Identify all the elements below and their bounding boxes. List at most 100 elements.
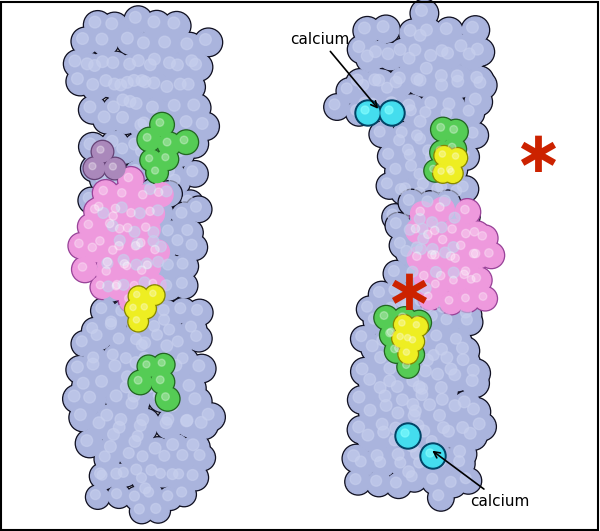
Circle shape — [355, 100, 381, 126]
Circle shape — [463, 48, 475, 60]
Circle shape — [451, 337, 479, 365]
Circle shape — [356, 331, 367, 341]
Circle shape — [97, 281, 104, 289]
Circle shape — [183, 162, 207, 186]
Circle shape — [124, 6, 152, 35]
Circle shape — [447, 148, 467, 168]
Circle shape — [395, 179, 419, 203]
Circle shape — [181, 38, 193, 49]
Circle shape — [431, 449, 443, 461]
Circle shape — [122, 32, 133, 44]
Circle shape — [394, 347, 422, 376]
Circle shape — [113, 463, 138, 487]
Circle shape — [421, 431, 448, 457]
Circle shape — [163, 94, 191, 123]
Circle shape — [467, 127, 478, 138]
Circle shape — [122, 371, 133, 382]
Circle shape — [460, 101, 484, 125]
Circle shape — [353, 74, 379, 101]
Circle shape — [464, 221, 490, 247]
Circle shape — [355, 456, 366, 467]
Circle shape — [169, 332, 193, 356]
Circle shape — [106, 386, 132, 412]
Circle shape — [176, 112, 202, 138]
Circle shape — [132, 71, 158, 97]
Circle shape — [391, 381, 403, 392]
Circle shape — [399, 345, 417, 363]
Circle shape — [369, 346, 398, 375]
Circle shape — [143, 315, 170, 342]
Circle shape — [92, 299, 116, 323]
Circle shape — [471, 72, 482, 83]
Circle shape — [160, 320, 184, 344]
Circle shape — [474, 288, 496, 310]
Circle shape — [389, 232, 416, 259]
Circle shape — [368, 70, 395, 96]
Circle shape — [463, 123, 487, 147]
Circle shape — [437, 420, 466, 448]
Circle shape — [118, 288, 143, 313]
Circle shape — [87, 358, 99, 370]
Circle shape — [456, 224, 480, 248]
Circle shape — [100, 75, 112, 87]
Circle shape — [143, 230, 169, 257]
Circle shape — [140, 184, 164, 209]
Circle shape — [351, 105, 362, 116]
Circle shape — [443, 394, 472, 423]
Circle shape — [470, 72, 496, 98]
Circle shape — [158, 486, 182, 510]
Circle shape — [430, 64, 458, 93]
Circle shape — [126, 254, 152, 280]
Circle shape — [394, 44, 406, 55]
Circle shape — [404, 335, 411, 341]
Circle shape — [124, 430, 152, 459]
Circle shape — [385, 472, 412, 499]
Circle shape — [455, 40, 467, 52]
Circle shape — [104, 198, 131, 224]
Circle shape — [127, 49, 155, 78]
Circle shape — [437, 422, 449, 433]
Circle shape — [124, 134, 151, 160]
Circle shape — [160, 417, 172, 429]
Text: calcium: calcium — [434, 452, 530, 509]
Circle shape — [139, 356, 158, 376]
Circle shape — [403, 349, 410, 355]
Circle shape — [97, 251, 123, 278]
Circle shape — [400, 220, 424, 244]
Circle shape — [131, 302, 155, 326]
Circle shape — [442, 137, 467, 161]
Circle shape — [113, 280, 121, 289]
Circle shape — [113, 176, 137, 200]
Circle shape — [383, 205, 407, 229]
Circle shape — [130, 372, 151, 393]
Circle shape — [84, 138, 96, 150]
Circle shape — [139, 152, 166, 178]
Circle shape — [118, 53, 147, 81]
Circle shape — [144, 73, 170, 99]
Circle shape — [478, 232, 487, 240]
Circle shape — [443, 219, 467, 243]
Circle shape — [422, 432, 446, 456]
Circle shape — [425, 245, 449, 269]
Circle shape — [417, 224, 428, 234]
Circle shape — [461, 314, 472, 325]
Circle shape — [154, 188, 163, 196]
Circle shape — [397, 139, 424, 166]
Circle shape — [444, 238, 468, 262]
Circle shape — [87, 326, 111, 349]
Circle shape — [130, 281, 138, 289]
Circle shape — [145, 354, 172, 380]
Circle shape — [441, 473, 465, 496]
Circle shape — [403, 362, 410, 369]
Circle shape — [404, 331, 425, 352]
Circle shape — [421, 283, 431, 294]
Circle shape — [157, 132, 182, 157]
Circle shape — [95, 202, 103, 211]
Circle shape — [118, 189, 126, 197]
Circle shape — [92, 202, 119, 229]
Circle shape — [443, 98, 455, 110]
Circle shape — [410, 0, 439, 28]
Circle shape — [423, 213, 447, 237]
Circle shape — [161, 81, 173, 92]
Circle shape — [109, 230, 136, 256]
